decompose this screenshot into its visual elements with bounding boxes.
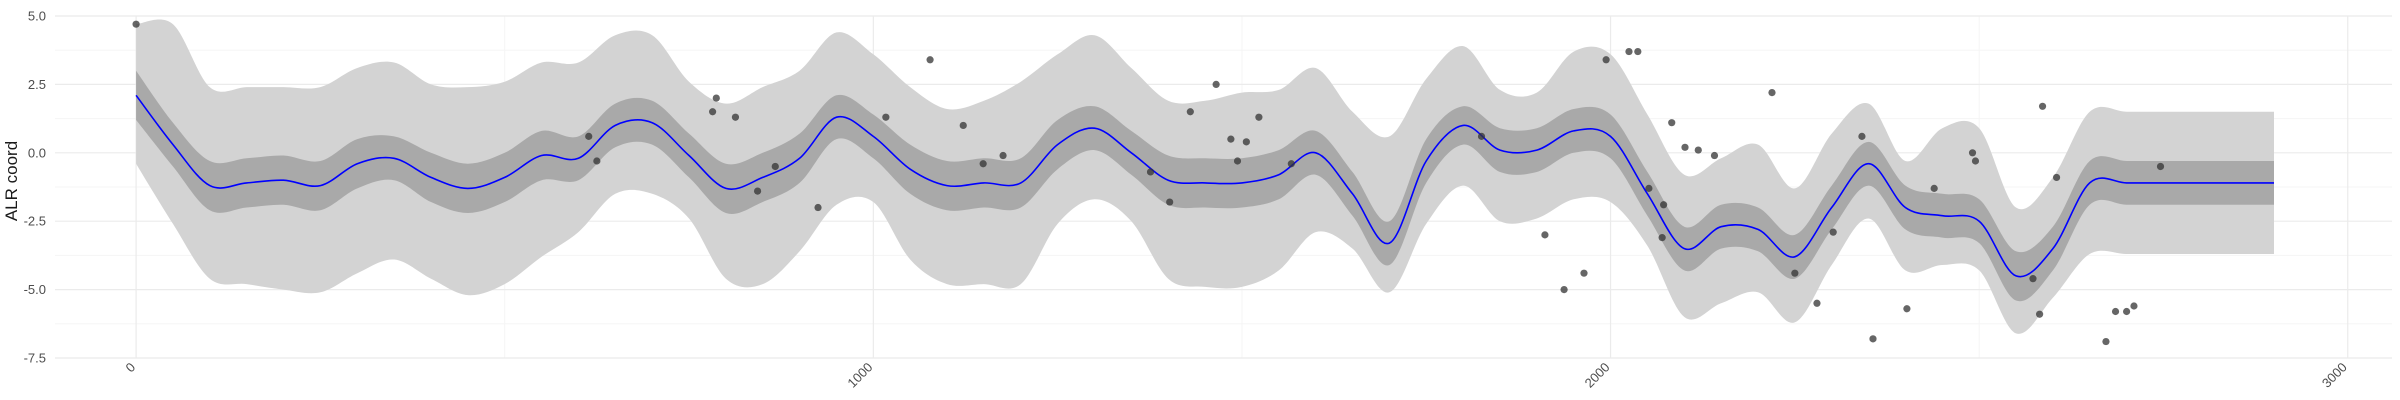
data-point bbox=[1580, 269, 1588, 277]
data-point bbox=[1602, 56, 1610, 64]
data-point bbox=[1227, 135, 1235, 143]
data-point bbox=[2036, 310, 2044, 318]
data-point bbox=[979, 160, 987, 168]
data-point bbox=[1903, 305, 1911, 313]
data-point bbox=[1212, 80, 1220, 88]
fitted-mean-line bbox=[135, 94, 2274, 278]
data-point bbox=[2102, 337, 2110, 346]
y-tick-label: -7.5 bbox=[24, 351, 46, 366]
data-point bbox=[1233, 157, 1242, 165]
data-point bbox=[593, 157, 601, 165]
data-point bbox=[1813, 299, 1821, 307]
data-point bbox=[926, 56, 934, 64]
data-point bbox=[1968, 149, 1977, 157]
data-point bbox=[1541, 231, 1549, 239]
data-point bbox=[2038, 102, 2047, 110]
data-point bbox=[1625, 47, 1633, 56]
data-point bbox=[1166, 198, 1174, 206]
data-point bbox=[1658, 234, 1666, 242]
data-point bbox=[1829, 228, 1837, 236]
data-point bbox=[1645, 184, 1653, 192]
y-axis-title: ALR coord bbox=[2, 141, 21, 221]
data-point bbox=[2052, 173, 2061, 182]
inner-confidence-band bbox=[136, 70, 2274, 302]
data-point bbox=[1971, 157, 1980, 165]
y-tick-label: -5.0 bbox=[24, 282, 46, 297]
data-point bbox=[771, 162, 779, 171]
data-point bbox=[1146, 168, 1155, 176]
fitted-line-layer bbox=[135, 94, 2274, 278]
data-point bbox=[1242, 138, 1250, 146]
data-point bbox=[753, 187, 762, 195]
data-point bbox=[709, 108, 717, 116]
y-tick-label: -2.5 bbox=[24, 214, 46, 229]
data-point bbox=[999, 151, 1007, 160]
data-point bbox=[2122, 307, 2131, 316]
y-tick-label: 2.5 bbox=[28, 77, 46, 92]
data-point bbox=[1694, 146, 1702, 154]
y-tick-label: 5.0 bbox=[28, 9, 46, 24]
data-point bbox=[1858, 132, 1866, 140]
data-point bbox=[1287, 160, 1295, 168]
data-point bbox=[2130, 302, 2138, 310]
data-point bbox=[1255, 113, 1263, 121]
y-tick-label: 0.0 bbox=[28, 145, 46, 160]
data-point bbox=[731, 113, 740, 121]
data-point bbox=[1930, 184, 1938, 192]
data-points bbox=[132, 20, 2165, 346]
data-point bbox=[1186, 108, 1194, 116]
data-point bbox=[882, 113, 890, 121]
data-point bbox=[1668, 119, 1676, 127]
data-point bbox=[1477, 132, 1486, 140]
data-point bbox=[959, 121, 967, 130]
data-point bbox=[2156, 162, 2165, 171]
data-point bbox=[2029, 275, 2037, 283]
data-point bbox=[1681, 143, 1689, 151]
data-point bbox=[1634, 47, 1642, 56]
data-point bbox=[1791, 269, 1799, 277]
data-point bbox=[132, 20, 140, 28]
data-point bbox=[585, 132, 593, 140]
data-point bbox=[2111, 307, 2120, 316]
data-point bbox=[1768, 89, 1776, 97]
data-point bbox=[1560, 286, 1568, 294]
data-point bbox=[1869, 335, 1877, 343]
data-point bbox=[814, 203, 822, 212]
data-point bbox=[712, 94, 720, 102]
data-point bbox=[1710, 151, 1719, 160]
confidence-bands bbox=[136, 19, 2274, 334]
data-point bbox=[1660, 201, 1668, 209]
